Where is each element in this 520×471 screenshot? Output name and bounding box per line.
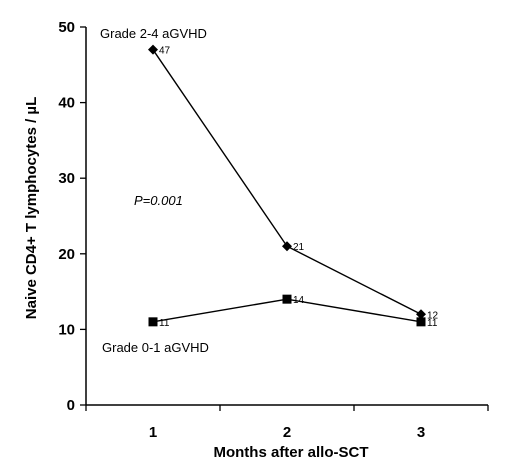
x-ticks: 1 2 3 bbox=[85, 405, 489, 441]
data-label: 11 bbox=[427, 318, 438, 329]
y-ticks: 0 10 20 30 40 50 bbox=[58, 19, 86, 414]
y-tick-label: 20 bbox=[58, 246, 75, 263]
axes bbox=[85, 27, 488, 406]
diamond-marker bbox=[282, 241, 292, 252]
y-tick-label: 0 bbox=[67, 397, 75, 414]
square-marker bbox=[282, 294, 292, 304]
x-tick-label: 2 bbox=[283, 424, 291, 441]
series-1: 11 14 11 bbox=[148, 294, 438, 329]
diamond-marker bbox=[148, 44, 158, 55]
series-label-grade-2-4: Grade 2-4 aGVHD bbox=[100, 26, 207, 41]
y-tick-label: 40 bbox=[58, 95, 75, 112]
square-marker bbox=[416, 317, 426, 327]
y-tick-label: 50 bbox=[58, 19, 75, 36]
y-tick-label: 30 bbox=[58, 170, 75, 187]
data-label: 14 bbox=[293, 295, 305, 306]
p-value-annotation: P=0.001 bbox=[134, 193, 183, 208]
data-label: 21 bbox=[293, 242, 305, 253]
data-label: 12 bbox=[427, 310, 439, 321]
data-label: 47 bbox=[159, 46, 171, 57]
series-label-grade-0-1: Grade 0-1 aGVHD bbox=[102, 340, 209, 355]
x-tick-label: 3 bbox=[417, 424, 425, 441]
square-marker bbox=[148, 317, 158, 327]
x-tick-label: 1 bbox=[149, 424, 157, 441]
y-axis-title: Naive CD4+ T lymphocytes / µL bbox=[23, 97, 40, 319]
y-tick-label: 10 bbox=[58, 321, 75, 338]
series-line bbox=[152, 49, 422, 315]
x-axis-title: Months after allo-SCT bbox=[213, 444, 368, 461]
data-label: 11 bbox=[159, 318, 170, 329]
series-0: 47 21 12 bbox=[148, 44, 439, 321]
diamond-marker bbox=[416, 309, 426, 320]
